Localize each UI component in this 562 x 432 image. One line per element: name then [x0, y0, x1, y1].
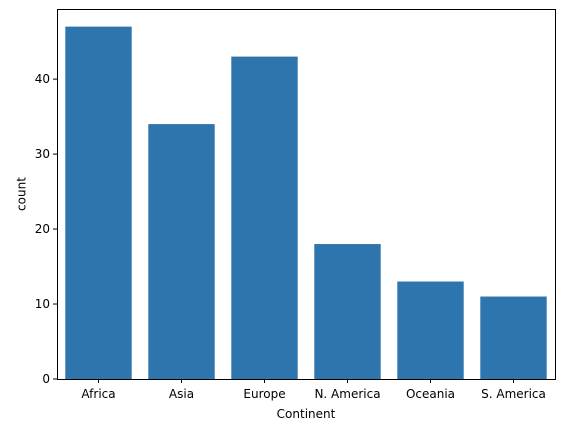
- bars-group: [65, 26, 547, 379]
- bar-europe: [231, 56, 298, 379]
- y-tick-label: 0: [42, 372, 50, 386]
- x-axis-ticks: Africa Asia Europe N. America Oceania S. Amer…: [81, 379, 546, 401]
- y-tick-label: 20: [35, 222, 50, 236]
- bar-oceania: [397, 281, 464, 379]
- x-axis-label: Continent: [277, 407, 336, 421]
- y-tick-label: 10: [35, 297, 50, 311]
- x-tick-label: Asia: [169, 387, 194, 401]
- plot-frame: [57, 9, 556, 380]
- y-axis-label: count: [15, 177, 29, 211]
- bar-africa: [65, 26, 132, 379]
- x-tick-label: S. America: [481, 387, 546, 401]
- x-tick-label: N. America: [314, 387, 380, 401]
- y-tick-label: 30: [35, 147, 50, 161]
- x-tick-label: Oceania: [406, 387, 455, 401]
- x-tick-label: Africa: [81, 387, 115, 401]
- y-tick-label: 40: [35, 72, 50, 86]
- y-axis-ticks: 0 10 20 30 40: [35, 72, 57, 386]
- bar-asia: [148, 124, 215, 379]
- bar-n-america: [314, 244, 381, 379]
- x-tick-label: Europe: [243, 387, 285, 401]
- bar-s-america: [480, 296, 547, 379]
